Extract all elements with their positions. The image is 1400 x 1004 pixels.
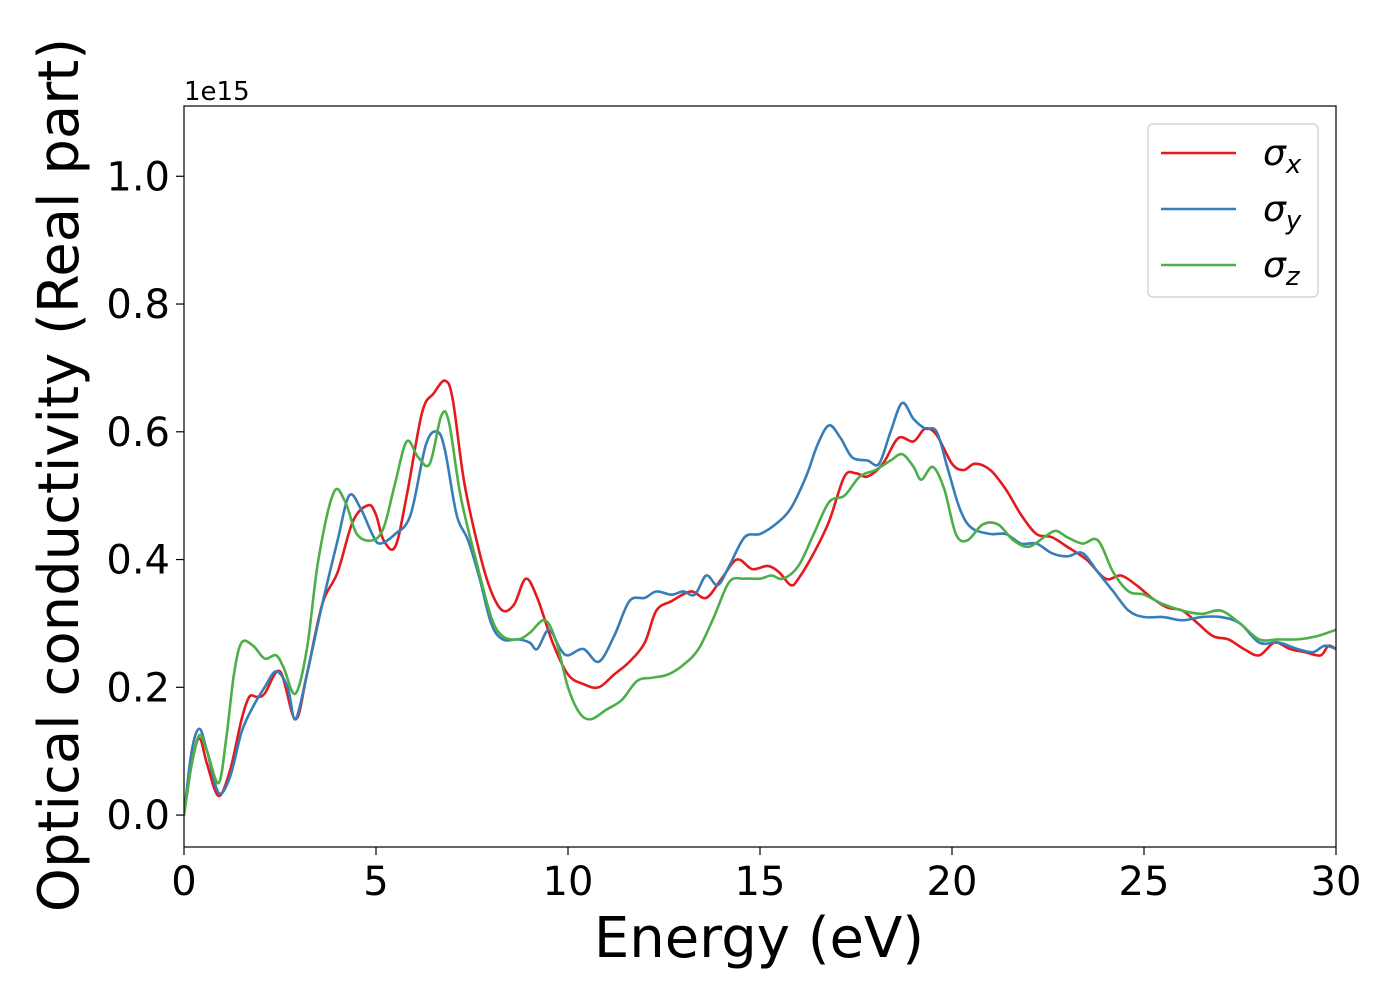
x-tick-label: 25 bbox=[1119, 859, 1170, 905]
legend-label-y: σy bbox=[1263, 189, 1302, 236]
series-lines bbox=[184, 379, 1336, 817]
x-tick-label: 0 bbox=[171, 859, 196, 905]
legend: σx σy σz bbox=[1147, 123, 1319, 298]
plot-area bbox=[184, 379, 1336, 817]
y-axis-label: Optical conductivity (Real part) bbox=[27, 38, 92, 912]
y-axis-ticks: 0.0 0.2 0.4 0.6 0.8 1.0 bbox=[106, 154, 184, 839]
legend-label-z: σz bbox=[1263, 245, 1301, 292]
x-tick-label: 5 bbox=[363, 859, 388, 905]
x-axis-label: Energy (eV) bbox=[594, 906, 924, 971]
series-line-z bbox=[184, 409, 1336, 817]
series-line-y bbox=[184, 401, 1336, 817]
y-tick-label: 0.6 bbox=[106, 410, 170, 456]
y-offset-text: 1e15 bbox=[184, 77, 250, 107]
plot-frame bbox=[183, 105, 1337, 848]
y-tick-label: 0.4 bbox=[106, 538, 170, 584]
series-line-x bbox=[184, 379, 1336, 817]
y-tick-label: 0.0 bbox=[106, 793, 170, 839]
x-tick-label: 10 bbox=[543, 859, 594, 905]
y-tick-label: 1.0 bbox=[106, 154, 170, 200]
x-axis-ticks: 0 5 10 15 20 25 30 bbox=[171, 847, 1361, 905]
x-tick-label: 30 bbox=[1311, 859, 1362, 905]
y-tick-label: 0.8 bbox=[106, 282, 170, 328]
y-tick-label: 0.2 bbox=[106, 665, 170, 711]
legend-label-x: σx bbox=[1263, 133, 1302, 180]
legend-box bbox=[1147, 123, 1319, 298]
x-tick-label: 20 bbox=[927, 859, 978, 905]
x-tick-label: 15 bbox=[735, 859, 786, 905]
